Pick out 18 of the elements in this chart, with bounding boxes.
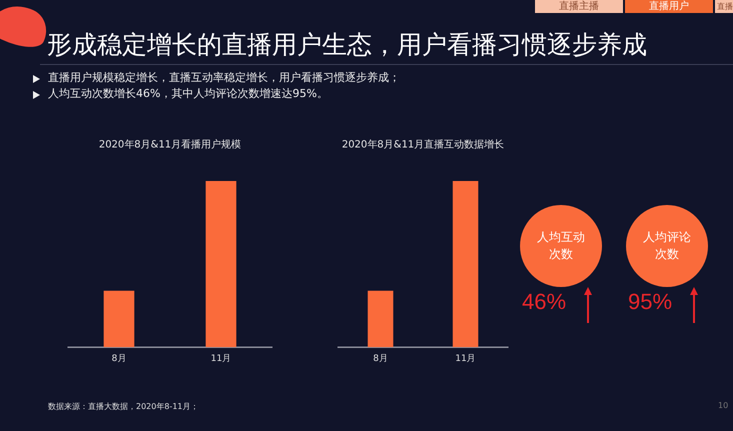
text: 46% bbox=[522, 289, 566, 315]
x-tick-label: 8月 bbox=[373, 354, 388, 364]
text: 直播 bbox=[715, 0, 733, 13]
text: 95% bbox=[628, 289, 672, 315]
x-tick-label: 11月 bbox=[210, 354, 232, 364]
chart-title: 2020年8月&11月直播互动数据增长 bbox=[342, 138, 504, 151]
text: 形成稳定增长的直播用户生态，用户看播习惯逐步养成 bbox=[47, 29, 647, 61]
x-tick-label: 8月 bbox=[112, 354, 126, 364]
x-tick-label: 11月 bbox=[455, 354, 476, 364]
text: 直播用户规模稳定增长，直播互动率稳定增长，用户看播习惯逐步养成； bbox=[48, 70, 400, 85]
text: 人均评论次数 bbox=[626, 205, 708, 287]
source-note: 数据来源：直播大数据，2020年8-11月； bbox=[48, 401, 199, 412]
text: 人均互动次数 bbox=[520, 205, 602, 287]
text: 人均互动次数增长46%，其中人均评论次数增速达95%。 bbox=[48, 86, 328, 101]
text: 10 bbox=[718, 401, 728, 410]
chart-title: 2020年8月&11月看播用户规模 bbox=[98, 138, 242, 151]
text: 直播主播 bbox=[535, 0, 623, 13]
text: 直播用户 bbox=[625, 0, 713, 13]
